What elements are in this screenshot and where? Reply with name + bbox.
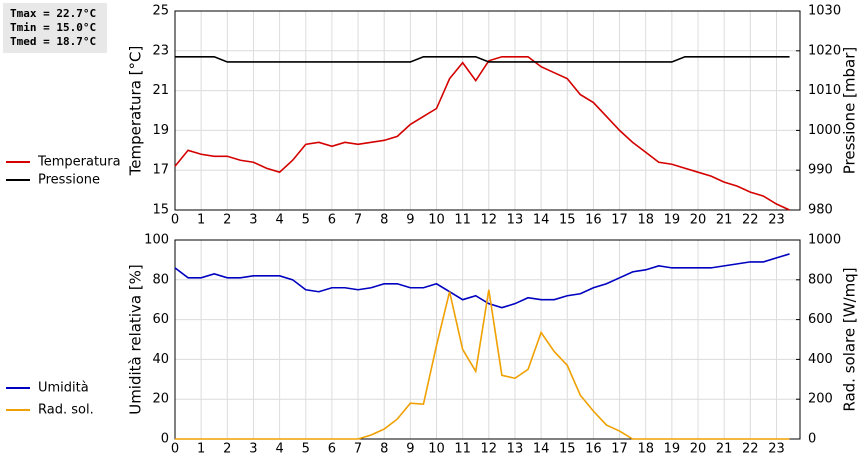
plot-frame: [174, 239, 801, 440]
series-line: [175, 289, 790, 440]
x-tick-label: 13: [507, 213, 524, 228]
x-tick-label: 23: [768, 442, 785, 457]
x-tick-label: 9: [406, 213, 414, 228]
legend-label: Pressione: [38, 173, 100, 188]
legend-label: Rad. sol.: [38, 403, 94, 418]
x-tick-label: 16: [585, 442, 602, 457]
x-tick-label: 6: [328, 442, 336, 457]
y-tick-label: 23: [152, 43, 169, 58]
x-tick-label: 12: [481, 442, 498, 457]
x-tick-label: 10: [428, 213, 445, 228]
x-tick-label: 14: [533, 442, 550, 457]
x-tick-label: 6: [328, 213, 336, 228]
legend-label: Umidità: [38, 381, 89, 396]
y-axis-label: Umidità relativa [%]: [127, 264, 145, 415]
x-tick-label: 9: [406, 442, 414, 457]
x-tick-label: 17: [611, 442, 628, 457]
series-line: [175, 55, 790, 63]
x-tick-label: 1: [197, 442, 205, 457]
series-line: [174, 253, 790, 309]
x-tick-label: 10: [428, 442, 445, 457]
x-tick-label: 15: [559, 442, 576, 457]
y2-axis-label: Rad. solare [W/mq]: [841, 267, 859, 411]
x-tick-label: 23: [768, 213, 785, 228]
x-tick-label: 14: [533, 213, 550, 228]
x-tick-label: 4: [275, 213, 283, 228]
y-tick-label: 25: [152, 4, 169, 19]
y2-tick-label: 1030: [808, 4, 841, 19]
x-tick-label: 18: [637, 213, 654, 228]
x-tick-label: 8: [380, 442, 388, 457]
y-tick-label: 60: [152, 312, 169, 327]
x-tick-label: 12: [481, 213, 498, 228]
x-tick-label: 18: [637, 442, 654, 457]
x-tick-label: 5: [302, 442, 310, 457]
y-tick-label: 0: [161, 432, 169, 447]
x-tick-label: 13: [507, 442, 524, 457]
x-tick-label: 21: [716, 213, 733, 228]
x-tick-label: 11: [454, 442, 471, 457]
y2-tick-label: 980: [808, 203, 833, 218]
x-tick-label: 2: [223, 442, 231, 457]
x-tick-label: 0: [171, 213, 179, 228]
x-tick-label: 4: [275, 442, 283, 457]
y-tick-label: 15: [152, 203, 169, 218]
y2-tick-label: 1010: [808, 83, 841, 98]
y2-tick-label: 0: [808, 432, 816, 447]
x-tick-label: 2: [223, 213, 231, 228]
x-tick-label: 7: [354, 213, 362, 228]
y-tick-label: 17: [152, 163, 169, 178]
y2-tick-label: 1000: [808, 233, 841, 248]
x-tick-label: 15: [559, 213, 576, 228]
y2-tick-label: 990: [808, 163, 833, 178]
series-line: [174, 55, 790, 211]
y2-tick-label: 800: [808, 272, 833, 287]
x-tick-label: 11: [454, 213, 471, 228]
y-tick-label: 80: [152, 272, 169, 287]
x-tick-label: 20: [690, 213, 707, 228]
x-tick-label: 8: [380, 213, 388, 228]
plot-frame: [174, 10, 801, 211]
y-tick-label: 100: [144, 233, 169, 248]
x-tick-label: 1: [197, 213, 205, 228]
legend-label: Temperatura: [37, 155, 121, 170]
x-tick-label: 3: [249, 213, 257, 228]
y-tick-label: 21: [152, 83, 169, 98]
x-tick-label: 20: [690, 442, 707, 457]
stat-max: Tmax = 22.7°C: [10, 7, 96, 20]
x-tick-label: 21: [716, 442, 733, 457]
x-tick-label: 7: [354, 442, 362, 457]
y-tick-label: 20: [152, 392, 169, 407]
y2-tick-label: 200: [808, 392, 833, 407]
stats-box: [3, 3, 107, 53]
y-axis-label: Temperatura [°C]: [127, 46, 145, 177]
stat-mean: Tmed = 18.7°C: [10, 35, 96, 48]
y-tick-label: 19: [152, 123, 169, 138]
y2-tick-label: 400: [808, 352, 833, 367]
x-tick-label: 16: [585, 213, 602, 228]
x-tick-label: 5: [302, 213, 310, 228]
x-tick-label: 17: [611, 213, 628, 228]
x-tick-label: 22: [742, 213, 759, 228]
stat-min: Tmin = 15.0°C: [10, 21, 96, 34]
x-tick-label: 3: [249, 442, 257, 457]
y-tick-label: 40: [152, 352, 169, 367]
x-tick-label: 19: [664, 213, 681, 228]
y2-tick-label: 1020: [808, 43, 841, 58]
y2-tick-label: 600: [808, 312, 833, 327]
y2-tick-label: 1000: [808, 123, 841, 138]
x-tick-label: 19: [664, 442, 681, 457]
x-tick-label: 22: [742, 442, 759, 457]
x-tick-label: 0: [171, 442, 179, 457]
y2-axis-label: Pressione [mbar]: [841, 47, 859, 175]
